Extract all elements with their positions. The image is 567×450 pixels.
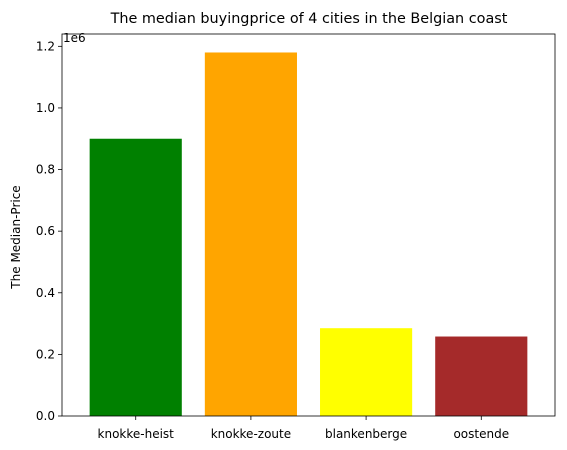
bar-blankenberge	[320, 328, 413, 416]
y-ticks-group: 0.0 0.2 0.4 0.6 0.8 1.0 1.2	[36, 39, 62, 423]
y-offset-label: 1e6	[63, 31, 86, 45]
x-tick-label: blankenberge	[325, 427, 407, 441]
chart-title: The median buyingprice of 4 cities in th…	[110, 11, 508, 27]
y-tick-label: 0.2	[36, 347, 55, 361]
y-tick-label: 1.0	[36, 101, 55, 115]
bars-group	[89, 52, 528, 416]
y-tick-label: 0.0	[36, 409, 55, 423]
y-tick-label: 0.6	[36, 224, 55, 238]
y-tick-label: 0.8	[36, 163, 55, 177]
y-tick-label: 0.4	[36, 286, 55, 300]
x-ticks-group: knokke-heist knokke-zoute blankenberge oost…	[98, 416, 509, 441]
plot-frame	[61, 33, 556, 417]
y-axis-label: The Median-Price	[9, 185, 23, 289]
x-tick-label: knokke-heist	[98, 427, 175, 441]
x-tick-label: oostende	[453, 427, 509, 441]
bar-oostende	[435, 336, 528, 416]
x-tick-label: knokke-zoute	[211, 427, 291, 441]
bar-knokke-zoute	[204, 52, 297, 416]
bar-knokke-heist	[89, 138, 182, 416]
y-tick-label: 1.2	[36, 39, 55, 53]
